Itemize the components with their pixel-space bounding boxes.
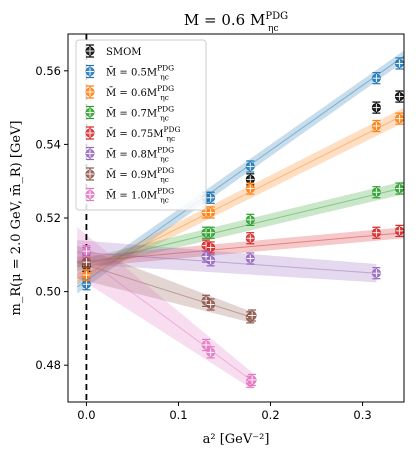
y-tick-label: 0.50	[35, 285, 61, 299]
fit-line	[77, 261, 253, 318]
legend-item: M̄ = 0.5MPDG ηc	[85, 64, 174, 82]
data-point	[206, 241, 216, 254]
legend-item: SMOM	[85, 44, 142, 58]
data-point	[206, 226, 216, 239]
data-point	[206, 206, 216, 219]
continuum-point	[81, 256, 91, 269]
fit-line	[77, 187, 405, 267]
legend-item: M̄ = 0.75MPDG ηc	[85, 125, 181, 143]
data-point	[247, 309, 257, 322]
legend-label: M̄ = 0.5MPDG ηc	[106, 64, 174, 82]
legend-item: M̄ = 0.7MPDG ηc	[85, 105, 174, 123]
legend-label: M̄ = 0.6MPDG ηc	[106, 84, 174, 102]
data-point	[371, 226, 381, 239]
fit-band	[77, 240, 377, 283]
data-point	[245, 232, 255, 245]
fit-band	[77, 227, 405, 268]
data-point	[371, 267, 381, 280]
data-point	[245, 252, 255, 265]
y-tick-label: 0.48	[35, 358, 61, 372]
legend-item: M̄ = 0.9MPDG ηc	[85, 166, 174, 184]
data-point	[371, 119, 381, 133]
legend-label: M̄ = 0.9MPDG ηc	[106, 166, 174, 184]
legend-item: M̄ = 0.6MPDG ηc	[85, 84, 174, 102]
legend-label: M̄ = 0.75MPDG ηc	[106, 125, 181, 143]
x-tick-label: 0.1	[169, 408, 187, 422]
points-layer	[81, 57, 404, 388]
data-point	[245, 182, 255, 195]
legend-label: M̄ = 0.7MPDG ηc	[106, 105, 174, 123]
data-point	[394, 224, 404, 237]
legend: SMOM M̄ = 0.5MPDG ηc M̄ = 0.6MPDG ηc M̄ = 0.7…	[75, 39, 207, 211]
x-axis: 0.0 0.1 0.2 0.3	[77, 402, 372, 422]
data-point	[206, 346, 216, 359]
continuum-point	[81, 268, 91, 282]
x-axis-label: a² [GeV⁻²]	[203, 432, 270, 447]
x-tick-label: 0.3	[353, 408, 371, 422]
y-axis: 0.48 0.50 0.52 0.54 0.56	[35, 64, 68, 372]
legend-item: M̄ = 1.0MPDG ηc	[85, 187, 174, 205]
data-point	[245, 213, 255, 226]
data-point	[394, 182, 404, 195]
y-tick-label: 0.52	[35, 211, 61, 225]
legend-label: M̄ = 1.0MPDG ηc	[106, 187, 174, 205]
y-axis-label: m_R(μ = 2.0 GeV, m̄_R) [GeV]	[9, 121, 24, 316]
data-point	[394, 112, 404, 125]
fit-line	[77, 232, 405, 263]
fit-band	[77, 50, 405, 294]
data-point	[206, 298, 216, 311]
data-point	[394, 57, 404, 70]
fit-line	[76, 251, 253, 382]
fit-line	[76, 114, 405, 280]
fit-band	[77, 107, 405, 285]
legend-box	[75, 39, 207, 211]
chart-title: M = 0.6 MPDG ηc	[184, 11, 288, 34]
data-point	[206, 254, 216, 267]
x-tick-label: 0.0	[77, 408, 95, 422]
data-point	[371, 186, 381, 199]
data-point	[247, 373, 257, 387]
legend-item: M̄ = 0.8MPDG ηc	[85, 146, 174, 164]
data-point	[371, 72, 381, 85]
fit-line	[76, 55, 405, 288]
x-tick-label: 0.2	[261, 408, 279, 422]
data-point	[245, 160, 255, 173]
y-tick-label: 0.54	[35, 137, 61, 151]
continuum-point	[81, 245, 91, 258]
data-point	[371, 101, 381, 114]
legend-label: SMOM	[106, 47, 142, 58]
fit-band	[77, 181, 405, 272]
data-point	[206, 191, 216, 204]
legend-label: M̄ = 0.8MPDG ηc	[106, 146, 174, 164]
data-point	[394, 90, 404, 103]
y-tick-label: 0.56	[35, 64, 61, 78]
fit-line	[77, 251, 377, 274]
